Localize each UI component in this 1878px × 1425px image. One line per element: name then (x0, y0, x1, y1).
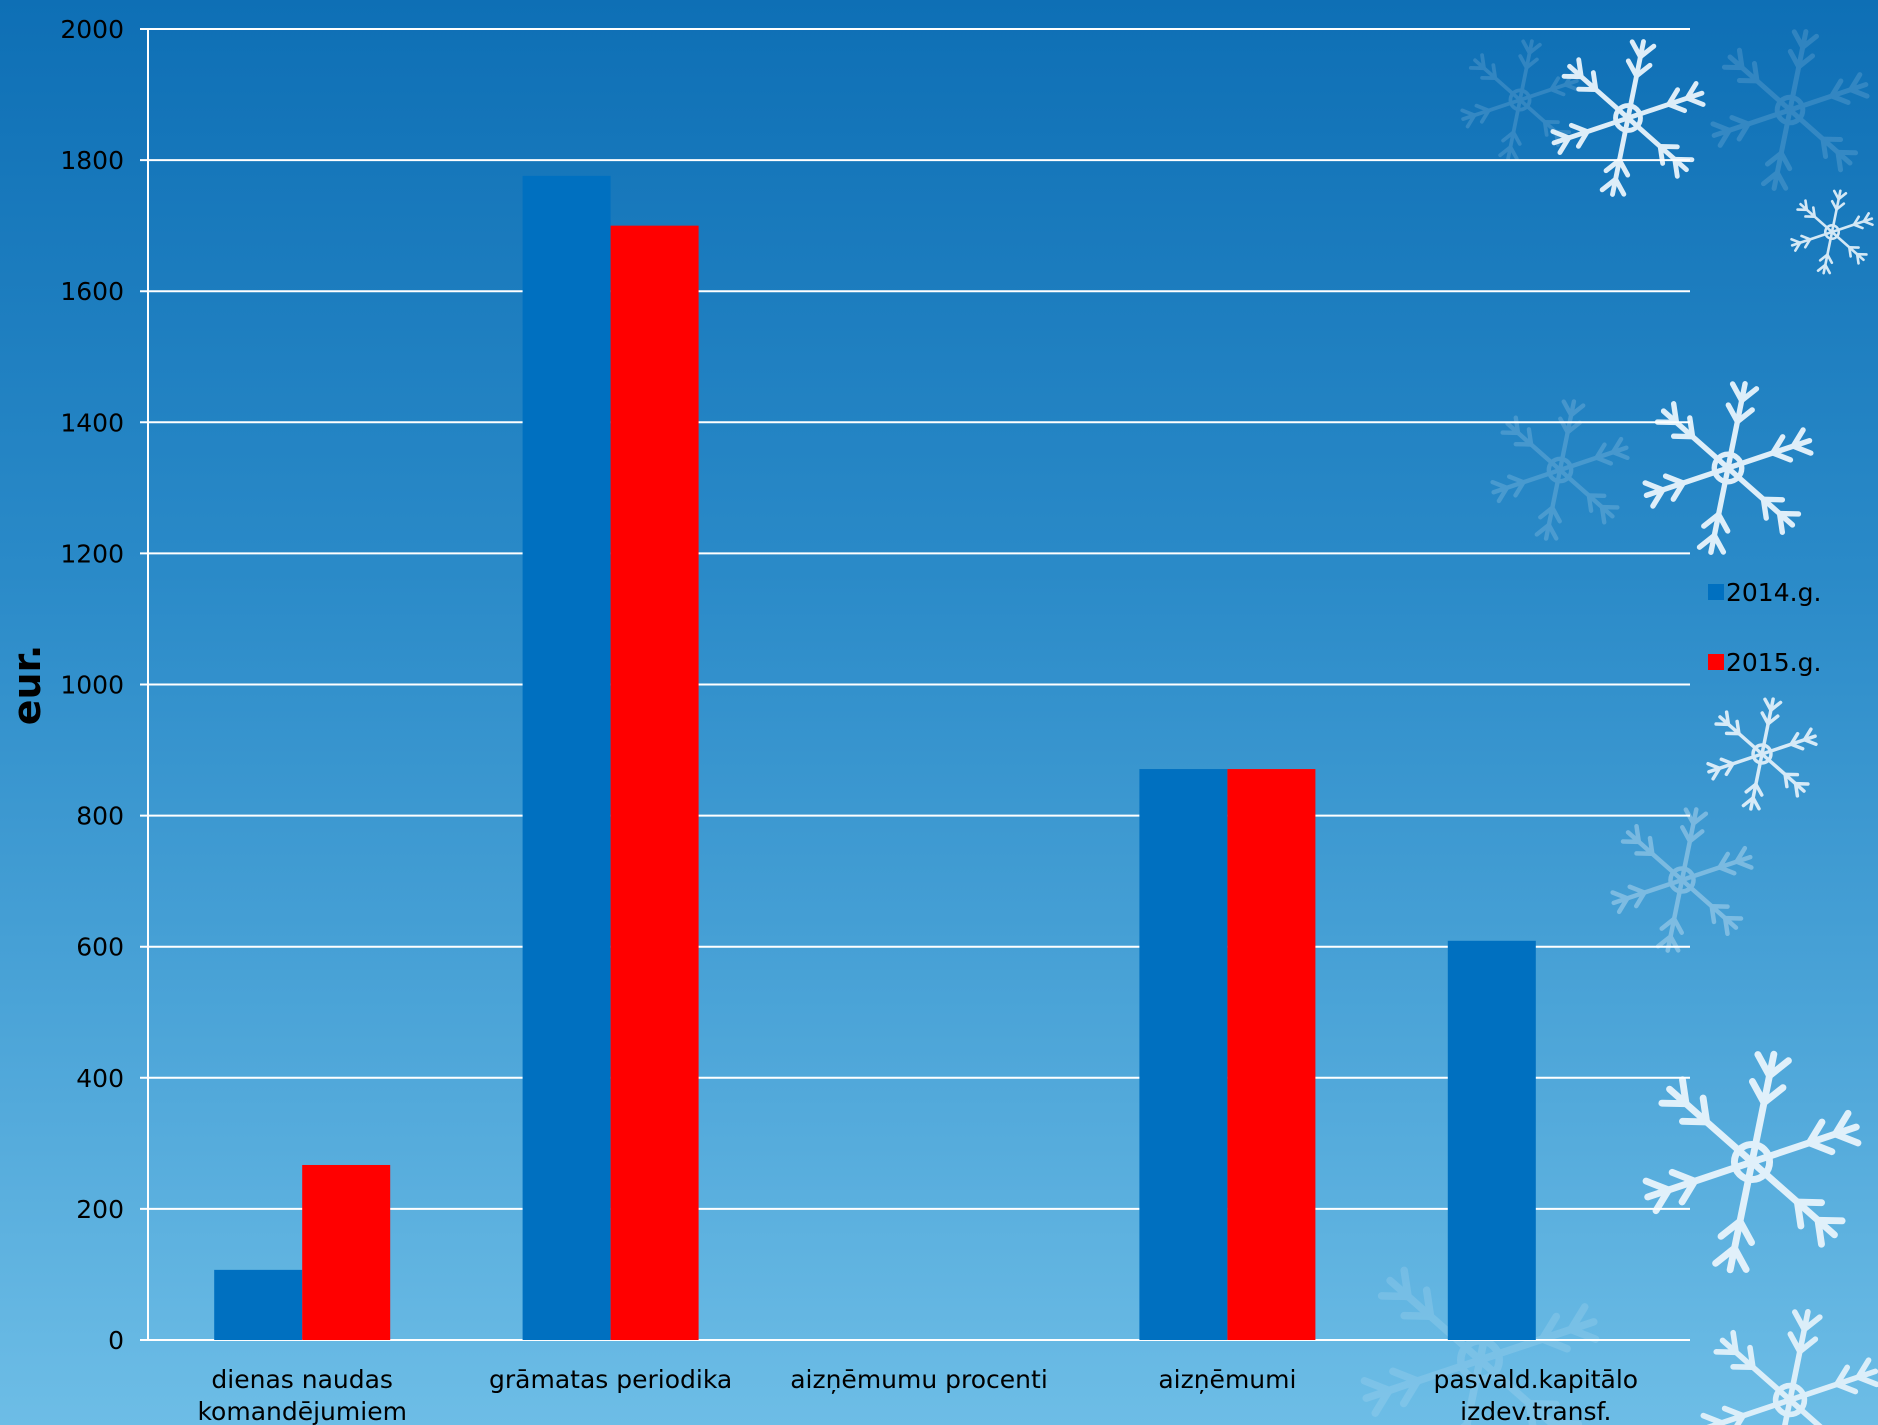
snowflake-icon (1790, 189, 1874, 275)
snowflake-icon (1610, 807, 1754, 953)
snowflake-icon (1706, 697, 1818, 811)
legend-swatch (1708, 584, 1724, 600)
x-category-label: grāmatas periodika (489, 1365, 732, 1394)
x-category-label: dienas naudas komandējumiem (197, 1365, 406, 1425)
x-category-label: aizņēmumu procenti (790, 1365, 1048, 1394)
bars (214, 175, 1536, 1340)
legend: 2014.g. 2015.g. (1708, 578, 1821, 677)
snowflake-icon (1550, 39, 1706, 197)
snowflake-icon (1460, 39, 1580, 161)
legend-swatch (1708, 654, 1724, 670)
y-tick-label: 1600 (60, 277, 124, 306)
bar-2015.g.-0 (302, 1164, 391, 1340)
y-tick-label: 0 (108, 1326, 124, 1355)
bar-2014.g.-4 (1447, 940, 1536, 1340)
x-category-labels: dienas naudas komandējumiem grāmatas perio… (197, 1365, 1638, 1425)
y-tick-label: 1800 (60, 146, 124, 175)
snowflake-icon (1642, 381, 1814, 555)
snowflake-decorations (1360, 29, 1878, 1425)
x-category-label: pasvald.kapitālo izdev.transf. (1433, 1365, 1638, 1425)
y-tick-label: 600 (76, 933, 124, 962)
bar-2014.g.-1 (522, 175, 611, 1340)
snowflake-icon (1490, 399, 1630, 541)
y-tick-label: 1200 (60, 539, 124, 568)
y-tick-label: 200 (76, 1195, 124, 1224)
bar-2015.g.-1 (610, 225, 699, 1340)
y-tick-label: 1000 (60, 671, 124, 700)
gridlines (140, 28, 1690, 1341)
bar-2014.g.-3 (1139, 769, 1228, 1340)
legend-label: 2015.g. (1726, 648, 1821, 677)
y-tick-label: 2000 (60, 15, 124, 44)
y-tick-label: 1400 (60, 408, 124, 437)
y-tick-label: 800 (76, 802, 124, 831)
legend-label: 2014.g. (1726, 578, 1821, 607)
snowflake-icon (1710, 29, 1870, 191)
x-category-label: aizņēmumi (1158, 1365, 1296, 1394)
y-tick-label: 400 (76, 1064, 124, 1093)
bar-2015.g.-3 (1227, 769, 1316, 1340)
y-tick-labels: 0 200 400 600 800 1000 1200 1400 1600 1800 2000 (60, 15, 124, 1355)
snowflake-icon (1642, 1050, 1862, 1274)
bar-2014.g.-0 (214, 1269, 303, 1340)
snowflake-icon (1700, 1308, 1878, 1425)
y-axis-title: eur. (5, 645, 49, 726)
